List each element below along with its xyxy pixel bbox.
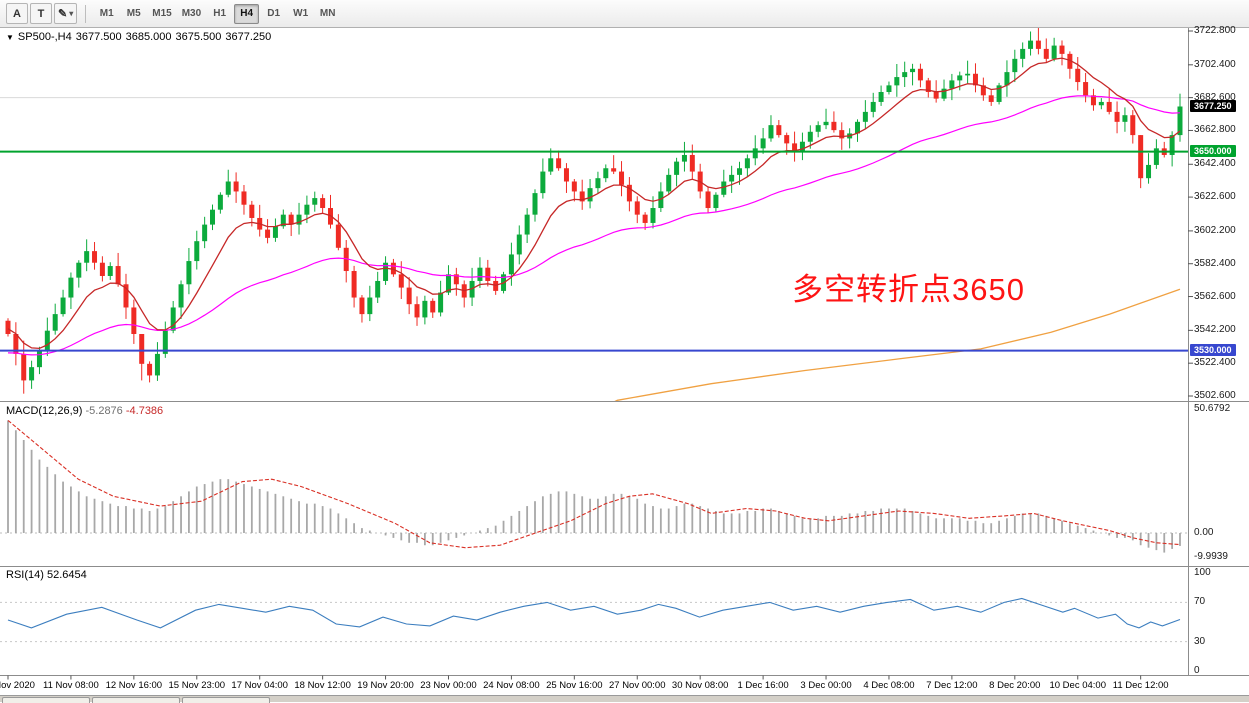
toolbar-separator: [85, 4, 87, 23]
timeframe-button-h1[interactable]: H1: [207, 4, 232, 24]
rsi-line: [7, 597, 1181, 629]
ma-orange-line: [614, 288, 1181, 401]
pointer-tool-button[interactable]: A: [6, 3, 28, 24]
macd-histogram: [7, 420, 1181, 553]
macd-signal-line: [7, 419, 1181, 549]
timeframe-button-m5[interactable]: M5: [121, 4, 146, 24]
pencil-icon: ✎: [58, 8, 68, 20]
chart-canvas: [0, 28, 1249, 680]
drawing-tools-dropdown[interactable]: ✎ ▾: [54, 3, 78, 24]
price-pane: [0, 28, 1188, 401]
chart-tab[interactable]: [2, 697, 90, 703]
ma-magenta-line: [7, 95, 1181, 356]
candles-layer: [5, 28, 1183, 394]
chart-tab[interactable]: [182, 697, 270, 703]
pane-separators: [0, 28, 1249, 680]
toolbar: A T ✎ ▾ M1 M5 M15 M30 H1 H4 D1 W1 MN: [0, 0, 1249, 28]
ma-red-line: [7, 57, 1181, 350]
timeframe-button-h4[interactable]: H4: [234, 3, 260, 24]
text-tool-button[interactable]: T: [30, 3, 52, 24]
timeframe-button-d1[interactable]: D1: [261, 4, 286, 24]
timeframe-button-w1[interactable]: W1: [288, 4, 313, 24]
timeframe-button-m15[interactable]: M15: [148, 4, 175, 24]
timeframe-button-mn[interactable]: MN: [315, 4, 340, 24]
macd-pane: [0, 419, 1188, 553]
chart-tab[interactable]: [92, 697, 180, 703]
rsi-pane: [0, 597, 1188, 643]
bottom-tab-strip[interactable]: [0, 695, 1249, 703]
chart-area[interactable]: ▼ SP500-,H4 3677.500 3685.000 3675.500 3677.2…: [0, 25, 1249, 703]
timeframe-button-m30[interactable]: M30: [178, 4, 205, 24]
timeframe-group: M1 M5 M15 M30 H1 H4 D1 W1 MN: [93, 3, 341, 24]
timeframe-button-m1[interactable]: M1: [94, 4, 119, 24]
chevron-down-icon: ▾: [69, 9, 74, 18]
